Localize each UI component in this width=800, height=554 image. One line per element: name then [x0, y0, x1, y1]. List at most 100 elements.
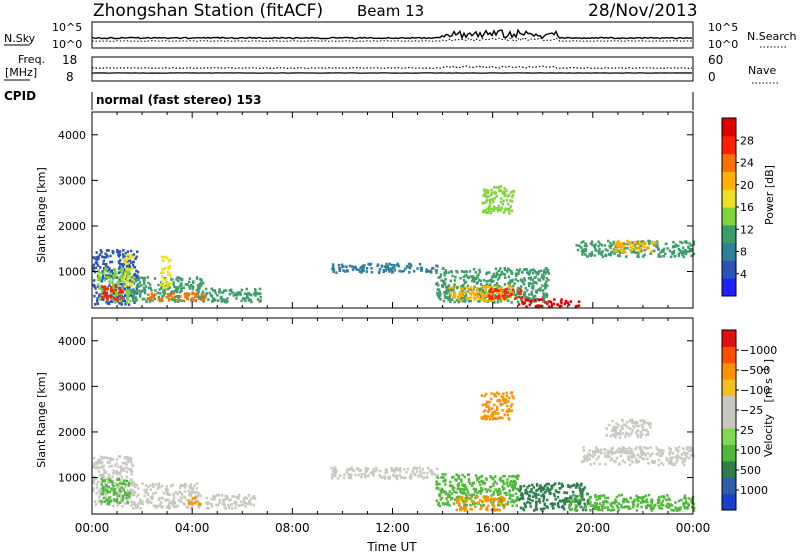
velocity-region-5	[330, 466, 439, 481]
time-axis-label: Time UT	[366, 540, 417, 554]
velocity-region-cells	[187, 496, 202, 506]
freq-frame	[91, 56, 694, 82]
time-tick-label: 00:00	[676, 521, 711, 535]
velocity-colorbar-tick-label: −500	[740, 364, 770, 377]
power-ylabel: Slant Range [km]	[35, 167, 48, 263]
power-region-cells	[481, 185, 515, 215]
power-colorbar-swatch	[722, 153, 736, 172]
velocity-region-cells	[580, 445, 695, 467]
power-region-cells	[159, 255, 172, 289]
velocity-colorbar-swatch	[722, 362, 736, 380]
velocity-colorbar-tick-label: 500	[740, 464, 761, 477]
power-colorbar-swatch	[722, 278, 736, 297]
velocity-region-cells	[605, 418, 652, 440]
velocity-region-4	[205, 493, 257, 510]
power-colorbar-swatch	[722, 171, 736, 190]
velocity-colorbar-tick-label: 25	[740, 424, 754, 437]
power-colorbar-tick-label: 24	[740, 157, 754, 170]
velocity-region-6	[435, 473, 520, 508]
power-ytick-label: 3000	[58, 174, 86, 187]
velocity-scatter	[92, 391, 696, 512]
beam-label: Beam 13	[357, 2, 424, 20]
power-ytick-label: 4000	[58, 129, 86, 142]
velocity-ytick-label: 3000	[58, 380, 86, 393]
velocity-colorbar-swatch	[722, 346, 736, 364]
time-tick-label: 04:00	[175, 521, 210, 535]
nsky-tick-bottom: 10^0	[52, 38, 82, 51]
velocity-region-cells	[100, 477, 132, 505]
velocity-colorbar-tick-label: 100	[740, 444, 761, 457]
velocity-colorbar-unit-end: ]	[762, 359, 775, 363]
power-region-13	[517, 298, 581, 309]
nsky-tick-top: 10^5	[52, 21, 82, 34]
power-region-12	[481, 185, 515, 215]
velocity-region-9	[517, 482, 590, 512]
velocity-colorbar-label: Velocity [m s -1 ]	[758, 359, 775, 457]
velocity-region-cells	[330, 466, 439, 481]
power-region-cells	[517, 298, 581, 309]
velocity-ytick-label: 2000	[58, 426, 86, 439]
freq-label-line2: [MHz]	[5, 66, 37, 79]
power-region-cells	[487, 287, 524, 300]
power-colorbar-tick-label: 16	[740, 201, 754, 214]
velocity-region-10	[580, 445, 695, 467]
velocity-colorbar-swatch	[722, 330, 736, 347]
power-colorbar-tick-label: 12	[740, 223, 754, 236]
velocity-region-2	[130, 482, 202, 510]
velocity-colorbar-tick-label: −25	[740, 404, 763, 417]
nsearch-tick-bottom: 10^0	[708, 38, 738, 51]
date-label: 28/Nov/2013	[588, 1, 698, 21]
power-region-10	[448, 285, 514, 303]
velocity-colorbar-frame	[721, 329, 737, 511]
velocity-region-7	[455, 495, 508, 512]
power-region-cells	[204, 287, 262, 304]
cpid-value: normal (fast stereo) 153	[96, 93, 262, 107]
velocity-colorbar-swatch	[722, 411, 736, 429]
power-colorbar-swatch	[722, 207, 736, 226]
velocity-region-cells	[517, 482, 590, 512]
power-region-cells	[147, 292, 207, 303]
velocity-colorbar-swatch	[722, 379, 736, 396]
velocity-region-1	[100, 477, 132, 505]
power-colorbar-swatch	[722, 242, 736, 261]
power-axes: 1000 2000 3000 4000	[58, 112, 694, 308]
power-region-cells	[448, 285, 514, 303]
freq-label-line1: Freq.	[18, 53, 45, 66]
power-colorbar-tick-label: 8	[740, 246, 747, 259]
velocity-region-cells	[130, 482, 202, 510]
power-region-7	[159, 255, 172, 289]
power-panel: 1000 2000 3000 4000 Slant Range [km]	[35, 111, 696, 309]
velocity-colorbar-swatch	[722, 395, 736, 413]
velocity-colorbar-unit: [m s	[762, 378, 775, 403]
power-region-8	[331, 262, 439, 275]
freq-panel: Freq. [MHz] 18 8 60 0 Nave	[4, 53, 780, 84]
velocity-ytick-label: 4000	[58, 335, 86, 348]
velocity-colorbar-unit-exp: -1	[761, 367, 770, 375]
power-region-9	[435, 267, 551, 304]
velocity-colorbar-tick-label: 1000	[740, 484, 768, 497]
velocity-region-cells	[205, 493, 257, 510]
time-tick-label: 20:00	[576, 521, 611, 535]
station-title: Zhongshan Station (fitACF)	[93, 1, 323, 21]
power-colorbar-swatch	[722, 189, 736, 208]
nsearch-tick-top: 10^5	[708, 21, 738, 34]
power-region-4	[147, 292, 207, 303]
freq-tick-top: 18	[62, 53, 77, 67]
velocity-region-12	[568, 493, 696, 512]
velocity-colorbar-swatch	[722, 428, 736, 446]
power-region-cells	[101, 285, 124, 302]
power-colorbar-tick-label: 20	[740, 179, 754, 192]
nsky-label: N.Sky	[4, 32, 36, 45]
velocity-region-cells	[435, 473, 520, 508]
time-tick-label: 00:00	[75, 521, 110, 535]
power-colorbar-label: Power [dB]	[763, 165, 776, 225]
velocity-region-cells	[480, 391, 515, 421]
cpid-row: CPID normal (fast stereo) 153	[4, 89, 694, 110]
power-region-11	[487, 287, 524, 300]
velocity-region-8	[480, 391, 515, 421]
velocity-ylabel: Slant Range [km]	[35, 372, 48, 468]
power-region-6	[122, 253, 135, 288]
power-scatter	[92, 185, 696, 309]
time-tick-label: 12:00	[375, 521, 410, 535]
freq-tick-bottom: 8	[66, 70, 74, 84]
